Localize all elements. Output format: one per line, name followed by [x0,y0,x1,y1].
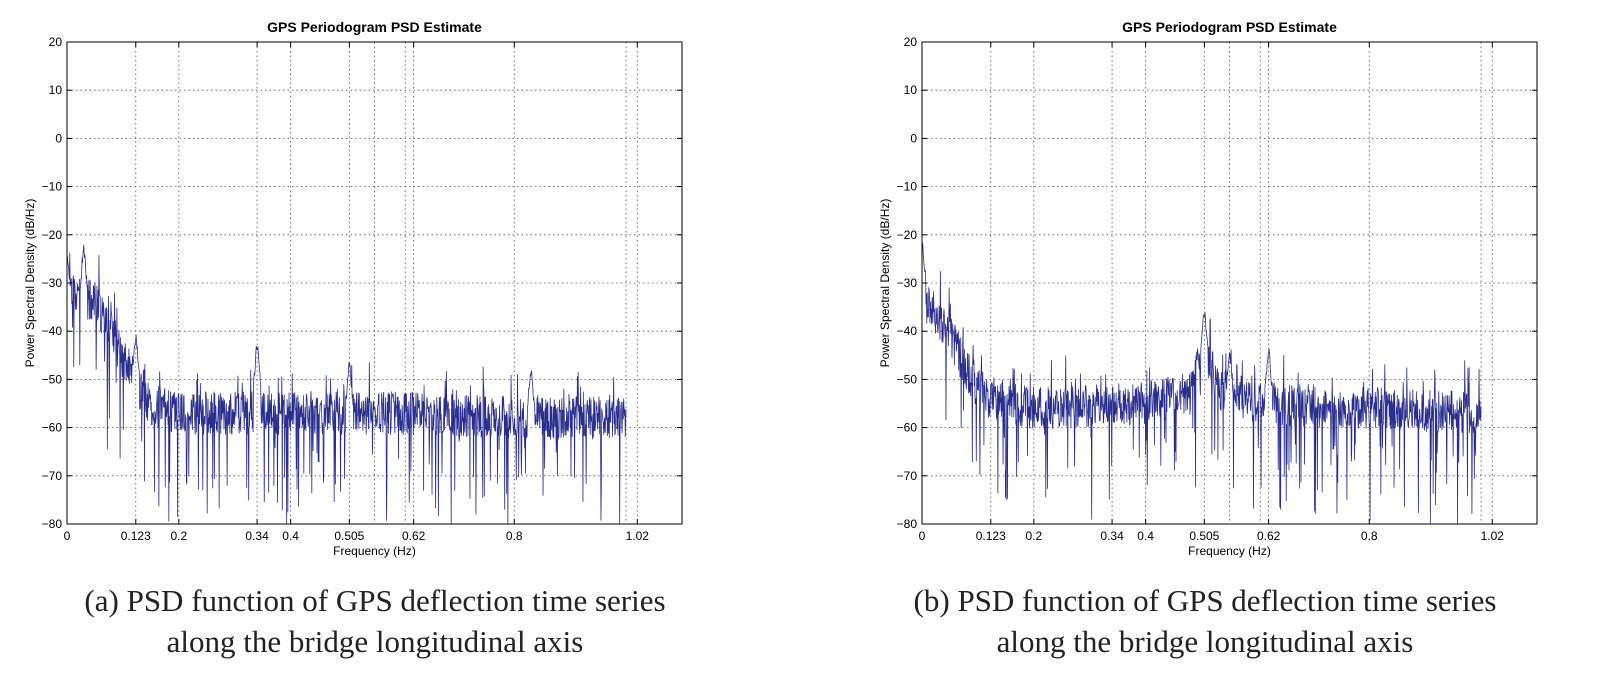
chart-a-ytick-label: 10 [49,83,63,97]
chart-b-ytick-label: −10 [897,180,918,194]
chart-a-ytick-label: −30 [42,276,63,290]
chart-a-xtick-label: 1.02 [626,529,650,543]
chart-b-xtick-label: 0.123 [976,529,1006,543]
chart-a-ylabel: Power Spectral Density (dB/Hz) [23,199,37,368]
chart-a-xtick-label: 0.62 [402,529,426,543]
chart-b-ytick-label: −60 [897,421,918,435]
chart-b-xtick-label: 0.505 [1189,529,1219,543]
chart-a-ticks [66,41,682,525]
chart-a-ytick-label: −50 [42,372,63,386]
chart-a-title: GPS Periodogram PSD Estimate [267,19,482,35]
chart-panel-b: −80 −70 −60 −50 −40 −30 −20 −10 0 10 20 0 0.123 0.2 0.… [855,0,1603,696]
chart-b-ytick-label: −30 [897,276,918,290]
chart-b-ytick-label: −40 [897,324,918,338]
chart-a-xtick-label: 0 [64,529,71,543]
chart-a-xtick-label: 0.2 [170,529,187,543]
chart-b-ytick-label: −80 [897,517,918,531]
chart-a-ytick-label: −60 [42,421,63,435]
caption-a-line-1: (a) PSD function of GPS deflection time … [84,583,666,618]
chart-b-xtick-label: 0.62 [1257,529,1281,543]
chart-a-ytick-label: 20 [49,35,63,49]
chart-b-xtick-label: 0 [919,529,926,543]
chart-a-ytick-label: −40 [42,324,63,338]
psd-chart-b: −80 −70 −60 −50 −40 −30 −20 −10 0 10 20 0 0.123 0.2 0.… [878,19,1538,558]
caption-b-line-1: (b) PSD function of GPS deflection time … [913,583,1497,618]
caption-b: (b) PSD function of GPS deflection time … [855,580,1555,662]
chart-a-ytick-label: −20 [42,228,63,242]
chart-b-ytick-label: −50 [897,372,918,386]
chart-b-ytick-label: 20 [904,35,918,49]
chart-b-xtick-label: 1.02 [1481,529,1505,543]
caption-a-line-2: along the bridge longitudinal axis [166,624,584,659]
caption-b-line-2: along the bridge longitudinal axis [996,624,1414,659]
chart-a-xtick-label: 0.123 [121,529,151,543]
chart-b-ylabel: Power Spectral Density (dB/Hz) [878,199,892,368]
chart-b-ytick-label: 10 [904,83,918,97]
psd-chart-a: −80 −70 −60 −50 −40 −30 −20 −10 0 10 20 0 0.123 0.2 0.… [23,19,683,558]
chart-b-xtick-label: 0.8 [1361,529,1378,543]
chart-b-xtick-label: 0.2 [1025,529,1042,543]
chart-a-xlabel: Frequency (Hz) [333,544,416,558]
chart-a-xtick-label: 0.505 [334,529,364,543]
chart-a-xtick-label: 0.34 [245,529,269,543]
chart-b-ytick-label: −20 [897,228,918,242]
chart-b-xlabel: Frequency (Hz) [1188,544,1271,558]
chart-b-title: GPS Periodogram PSD Estimate [1122,19,1337,35]
chart-a-ytick-label: −80 [42,517,63,531]
chart-b-ytick-label: −70 [897,469,918,483]
chart-b-ytick-label: 0 [910,131,917,145]
chart-a-xtick-label: 0.8 [506,529,523,543]
chart-a-xtick-label: 0.4 [282,529,299,543]
chart-a-ytick-label: −10 [42,180,63,194]
chart-b-ticks [921,41,1537,525]
chart-b-xtick-label: 0.4 [1137,529,1154,543]
chart-panel-a: −80 −70 −60 −50 −40 −30 −20 −10 0 10 20 0 0.123 0.2 0.… [0,0,801,696]
chart-a-grid [67,42,682,524]
chart-b-grid [922,42,1537,524]
chart-a-ytick-label: 0 [55,131,62,145]
chart-b-psd-line [921,242,1482,525]
caption-a: (a) PSD function of GPS deflection time … [40,580,710,662]
chart-a-psd-line [66,244,627,525]
chart-a-ytick-label: −70 [42,469,63,483]
chart-b-xtick-label: 0.34 [1100,529,1124,543]
